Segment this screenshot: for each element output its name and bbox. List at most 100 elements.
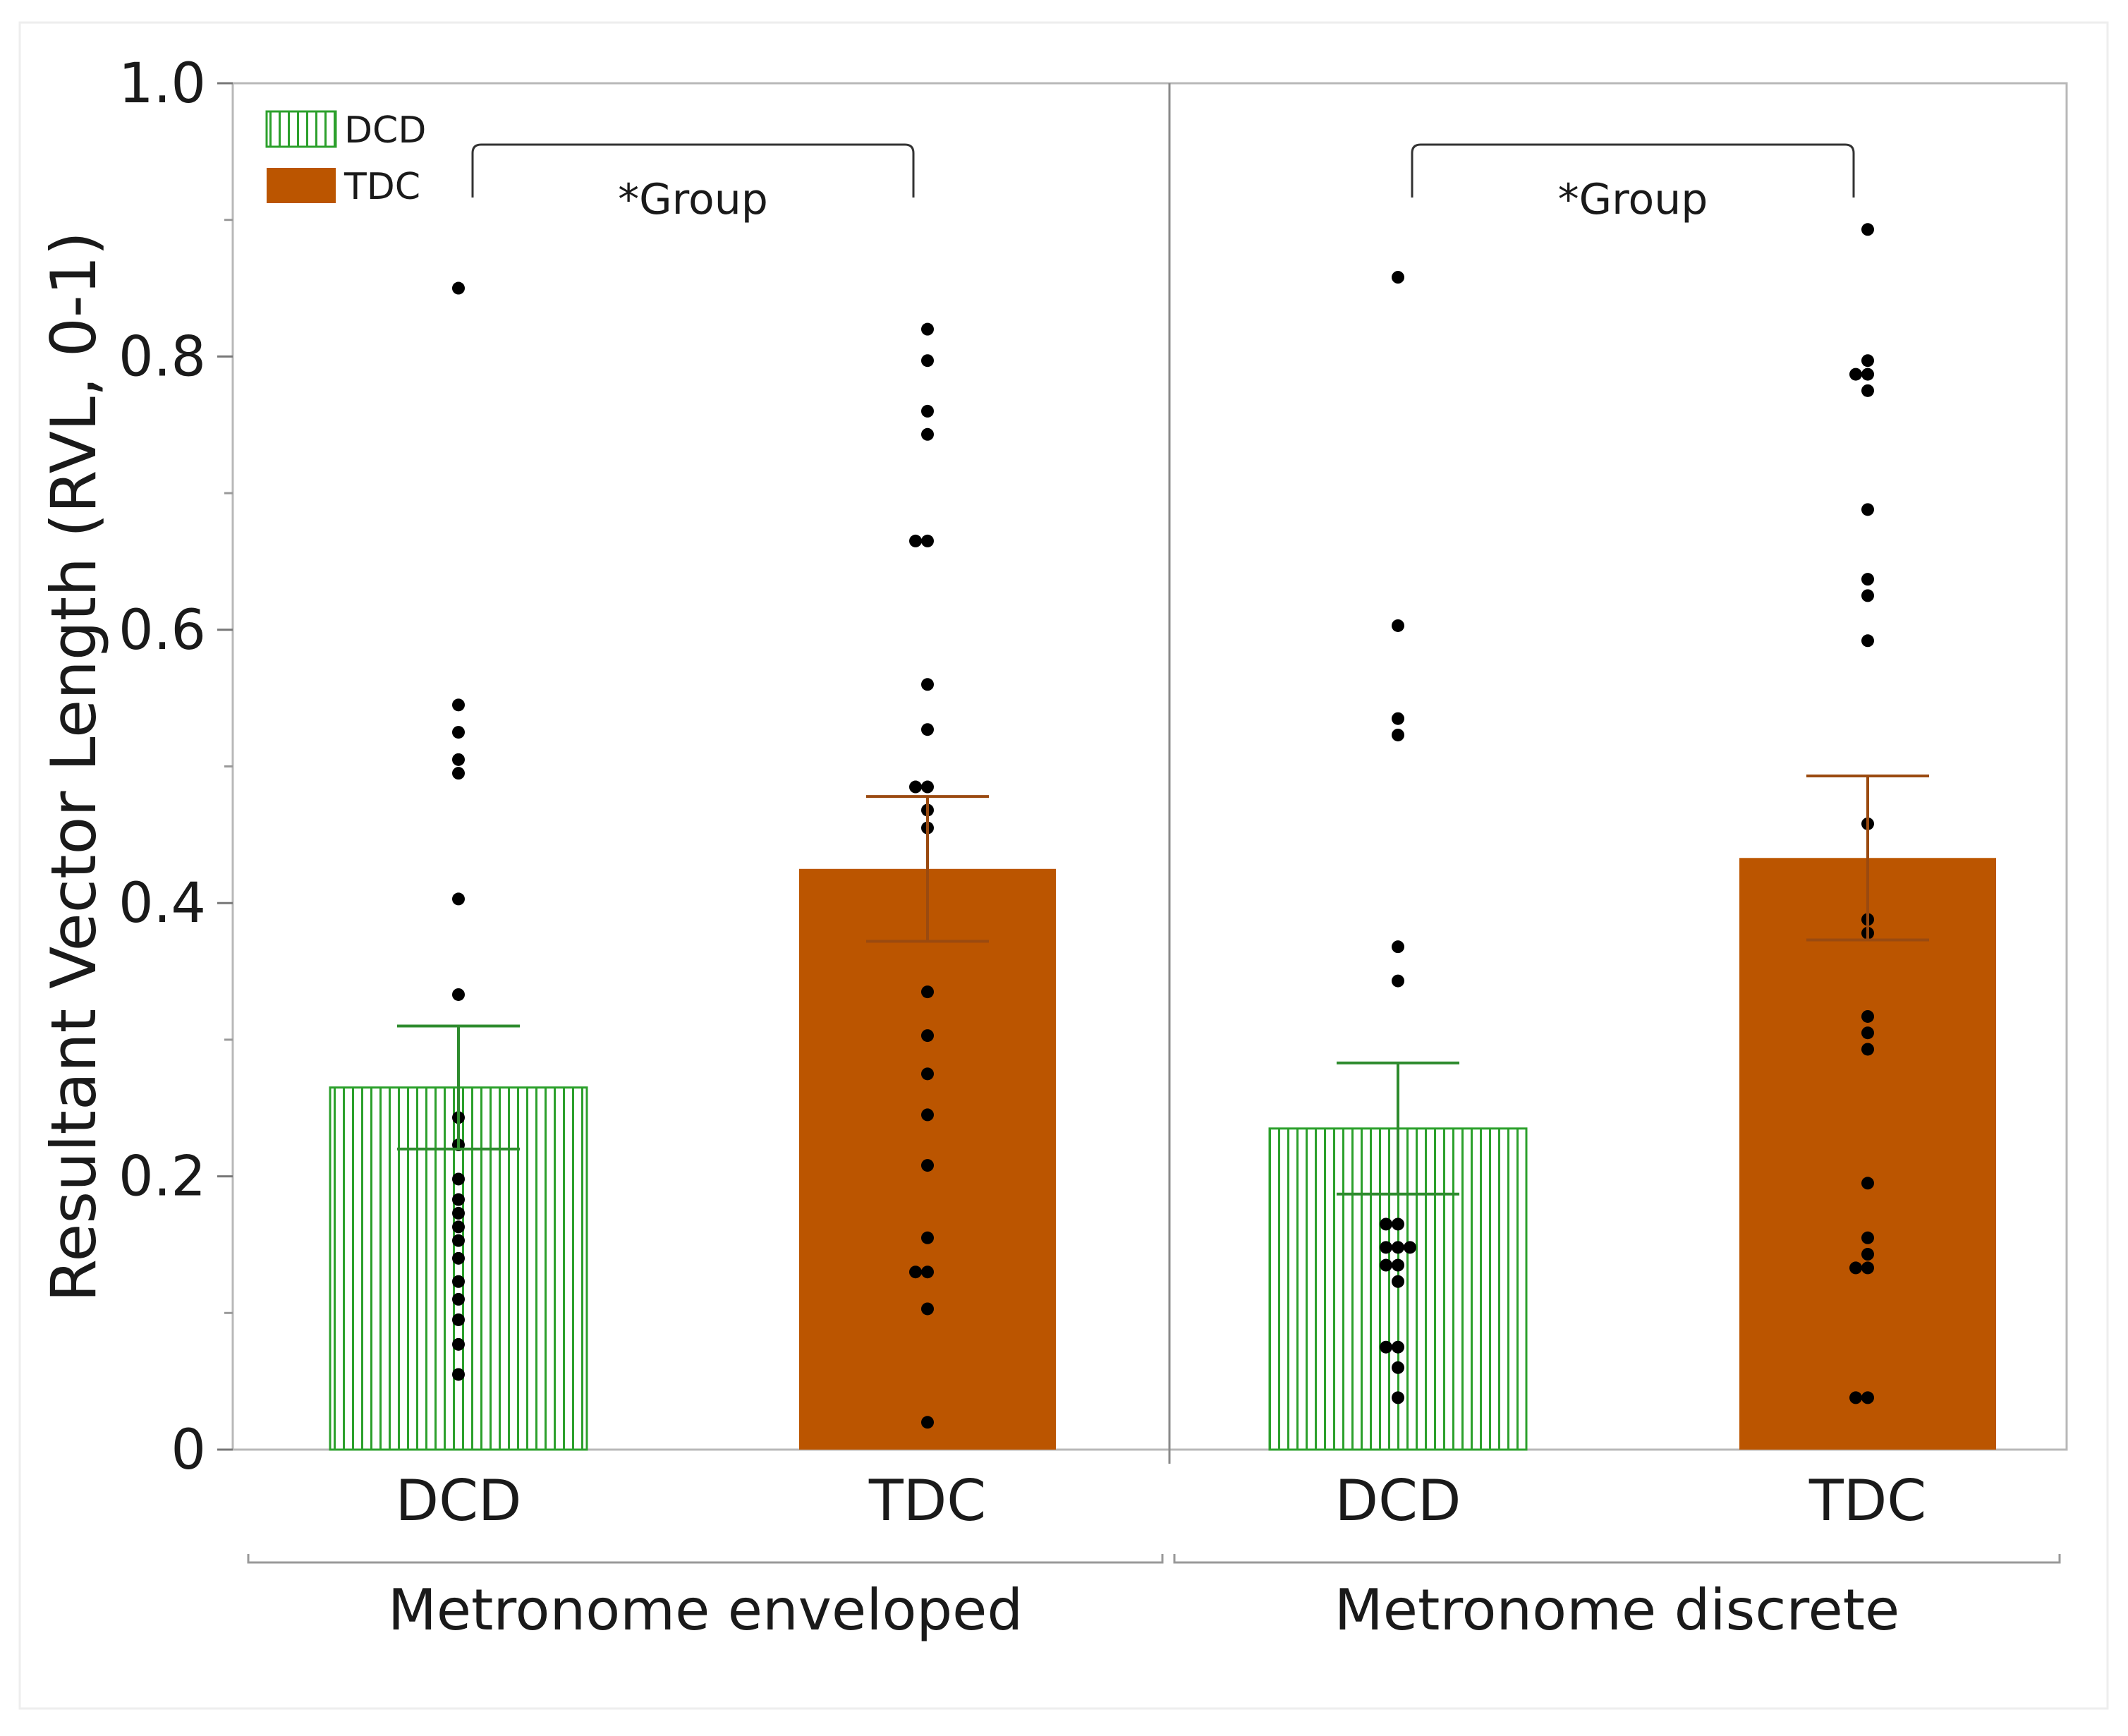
data-point <box>1392 619 1404 632</box>
data-point <box>921 534 934 547</box>
data-point <box>1392 1275 1404 1288</box>
legend: DCD TDC <box>265 109 426 208</box>
legend-label-tdc: TDC <box>343 166 420 208</box>
significance-annotation: *Group <box>618 175 768 224</box>
data-point <box>1861 1026 1874 1040</box>
data-point <box>1392 1258 1404 1272</box>
category-label: TDC <box>1808 1468 1926 1534</box>
data-point <box>452 1234 465 1247</box>
data-point <box>1861 1391 1874 1404</box>
data-point <box>921 985 934 999</box>
data-point <box>921 354 934 368</box>
data-point <box>1392 1391 1404 1404</box>
outer-frame <box>18 21 2109 1710</box>
y-axis-label: Resultant Vector Length (RVL, 0-1) <box>37 231 110 1302</box>
data-point <box>1861 1261 1874 1275</box>
y-tick-label: 0.2 <box>118 1146 206 1209</box>
data-point <box>1392 1241 1404 1254</box>
data-point <box>1404 1241 1416 1254</box>
errorbars-layer <box>397 775 1929 1196</box>
data-point <box>452 1193 465 1206</box>
data-point <box>1849 1391 1862 1404</box>
data-point <box>1861 1043 1874 1056</box>
data-point <box>1861 573 1874 586</box>
y-tick-label: 0.8 <box>118 325 206 389</box>
data-point <box>452 1275 465 1288</box>
category-labels: DCD TDC DCD TDC <box>395 1468 1926 1534</box>
data-point <box>1861 1248 1874 1261</box>
panel-group-line <box>1173 1554 2061 1564</box>
y-tick-label: 0.6 <box>118 599 206 662</box>
data-point <box>1392 271 1404 284</box>
data-point <box>921 1231 934 1244</box>
data-point <box>921 1159 934 1172</box>
panel-group-line <box>247 1554 1164 1564</box>
data-point <box>921 1302 934 1316</box>
data-point <box>1861 354 1874 368</box>
y-tick-label: 1.0 <box>118 52 206 116</box>
data-point <box>452 753 465 766</box>
data-point <box>921 1265 934 1279</box>
y-axis: 0 0.2 0.4 0.6 0.8 1.0 <box>118 52 233 1482</box>
data-point <box>1861 503 1874 516</box>
data-point <box>452 1206 465 1220</box>
y-tick-label: 0 <box>171 1419 206 1482</box>
data-point <box>1392 974 1404 988</box>
data-point <box>1861 1177 1874 1190</box>
data-point <box>452 698 465 712</box>
data-point <box>1392 940 1404 954</box>
data-point <box>1380 1258 1392 1272</box>
data-point <box>921 404 934 418</box>
data-point <box>1861 634 1874 648</box>
data-point <box>1392 1218 1404 1231</box>
data-point <box>1392 728 1404 741</box>
data-point <box>452 1172 465 1186</box>
data-point <box>909 780 922 794</box>
data-point <box>1849 1261 1862 1275</box>
data-point <box>921 427 934 441</box>
data-point <box>1849 368 1862 381</box>
data-point <box>452 1368 465 1381</box>
data-point <box>452 281 465 295</box>
legend-swatch-tdc <box>267 168 336 203</box>
data-point <box>1380 1340 1392 1354</box>
data-point <box>452 892 465 906</box>
data-point <box>1861 368 1874 381</box>
data-point <box>452 1220 465 1234</box>
data-point <box>921 723 934 736</box>
bar-tdc <box>1739 858 1996 1450</box>
data-point <box>1861 1231 1874 1244</box>
data-point <box>921 780 934 794</box>
data-point <box>921 1029 934 1043</box>
data-point <box>452 1292 465 1306</box>
panel-label: Metronome enveloped <box>388 1577 1023 1643</box>
data-point <box>921 1067 934 1081</box>
panel-label: Metronome discrete <box>1334 1577 1900 1643</box>
data-point <box>909 1265 922 1279</box>
category-label: DCD <box>395 1468 521 1534</box>
data-point <box>1861 223 1874 236</box>
data-point <box>1392 1340 1404 1354</box>
legend-label-dcd: DCD <box>344 109 426 152</box>
data-point <box>909 534 922 547</box>
legend-swatch-dcd <box>265 110 337 148</box>
data-point <box>1861 1009 1874 1023</box>
data-point <box>921 1416 934 1429</box>
data-point <box>452 1337 465 1351</box>
significance-annotation: *Group <box>1558 175 1708 224</box>
panel-labels: Metronome enveloped Metronome discrete <box>247 1554 2061 1643</box>
data-point <box>452 767 465 780</box>
data-point <box>452 988 465 1001</box>
data-point <box>921 322 934 336</box>
y-tick-label: 0.4 <box>118 872 206 935</box>
category-label: TDC <box>868 1468 986 1534</box>
data-point <box>921 678 934 691</box>
significance-bracket <box>471 143 915 198</box>
data-point <box>452 1313 465 1326</box>
data-point <box>452 726 465 739</box>
data-point <box>1392 712 1404 725</box>
data-point <box>1380 1218 1392 1231</box>
significance-bracket <box>1411 143 1855 198</box>
